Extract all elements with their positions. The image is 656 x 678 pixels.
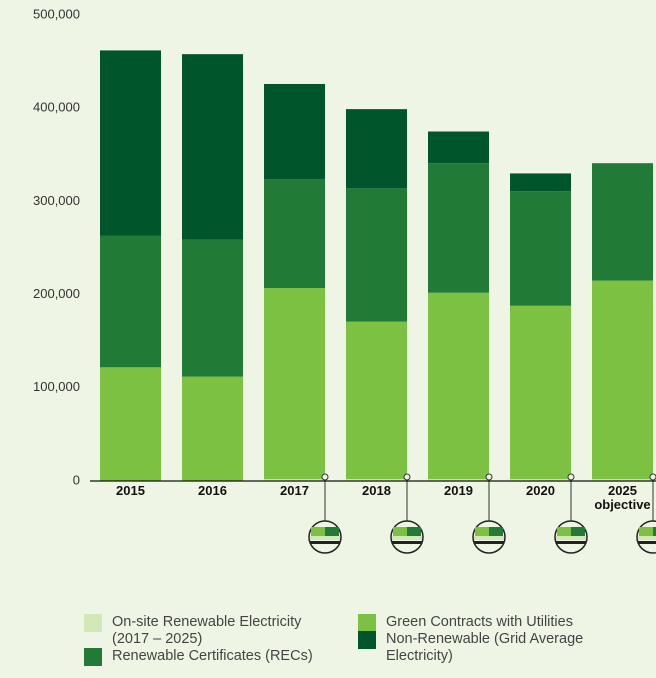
zoom-base: [310, 541, 340, 544]
bar-segment: [428, 292, 489, 480]
bar-segment: [510, 479, 571, 481]
zoom-rec: [571, 527, 585, 536]
bar-segment: [592, 163, 653, 281]
bar-segment: [100, 367, 161, 481]
bar-segment: [346, 321, 407, 480]
legend-swatch: [84, 614, 102, 632]
zoom-dot: [567, 473, 575, 481]
y-tick-label: 0: [73, 472, 80, 487]
zoom-green: [557, 527, 571, 536]
bar-segment: [264, 288, 325, 480]
bar-segment: [182, 54, 243, 240]
zoom-rec: [489, 527, 503, 536]
legend-label: Renewable Certificates (RECs): [112, 648, 313, 664]
zoom-onsite: [474, 536, 504, 540]
zoom-green: [475, 527, 489, 536]
bar-segment: [264, 179, 325, 289]
y-tick-label: 400,000: [33, 100, 80, 115]
bar-segment: [264, 83, 325, 180]
zoom-green: [393, 527, 407, 536]
zoom-dot: [649, 473, 656, 481]
bar-segment: [592, 479, 653, 481]
legend-swatch: [358, 631, 376, 649]
bar-segment: [510, 305, 571, 480]
zoom-onsite: [310, 536, 340, 540]
zoom-onsite: [638, 536, 656, 540]
zoom-rec: [653, 527, 656, 536]
zoom-base: [474, 541, 504, 544]
bar-segment: [100, 235, 161, 368]
x-tick-label: 2019: [444, 483, 473, 498]
bar-segment: [428, 131, 489, 164]
x-tick-label: 2017: [280, 483, 309, 498]
zoom-dot: [403, 473, 411, 481]
bar-segment: [182, 376, 243, 481]
bar-segment: [428, 479, 489, 481]
bar-segment: [428, 163, 489, 293]
zoom-green: [639, 527, 653, 536]
y-tick-label: 100,000: [33, 379, 80, 394]
bar-segment: [510, 191, 571, 306]
zoom-dot: [485, 473, 493, 481]
zoom-onsite: [392, 536, 422, 540]
bar-segment: [592, 280, 653, 480]
legend-label: Green Contracts with Utilities: [386, 614, 573, 630]
zoom-green: [311, 527, 325, 536]
legend-swatch: [84, 648, 102, 666]
bar-segment: [264, 479, 325, 481]
x-tick-label: 2016: [198, 483, 227, 498]
x-tick-label: 2018: [362, 483, 391, 498]
legend-swatch: [358, 614, 376, 632]
legend-item: Renewable Certificates (RECs): [84, 648, 334, 666]
x-tick-label: 2015: [116, 483, 145, 498]
y-tick-label: 300,000: [33, 193, 80, 208]
zoom-rec: [325, 527, 339, 536]
bar-segment: [510, 173, 571, 192]
x-tick-label: 2025 objective: [594, 483, 651, 512]
legend-item: On-site Renewable Electricity (2017 – 20…: [84, 614, 334, 648]
bar-segment: [346, 188, 407, 322]
legend-item: Non-Renewable (Grid Average Electricity): [358, 631, 618, 665]
x-tick-label: 2020: [526, 483, 555, 498]
legend-label: On-site Renewable Electricity (2017 – 20…: [112, 614, 302, 647]
zoom-dot: [321, 473, 329, 481]
bar-segment: [346, 479, 407, 481]
zoom-base: [556, 541, 586, 544]
zoom-rec: [407, 527, 421, 536]
zoom-base: [392, 541, 422, 544]
zoom-onsite: [556, 536, 586, 540]
bar-segment: [100, 50, 161, 236]
zoom-base: [638, 541, 656, 544]
legend-label: Non-Renewable (Grid Average Electricity): [386, 631, 584, 664]
bar-segment: [346, 109, 407, 189]
y-tick-label: 500,000: [33, 6, 80, 21]
bar-segment: [182, 239, 243, 377]
legend-item: Green Contracts with Utilities: [358, 614, 618, 632]
y-tick-label: 200,000: [33, 286, 80, 301]
